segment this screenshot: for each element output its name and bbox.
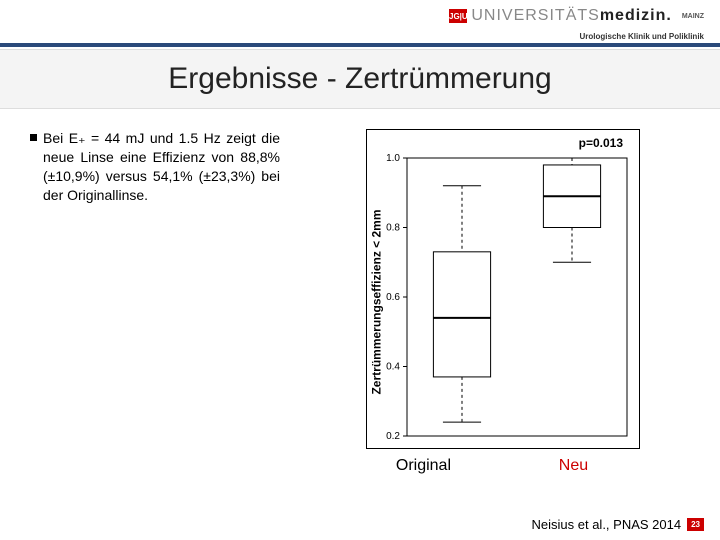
chart-ylabel: Zertrümmerungseffizienz < 2mm [370, 209, 384, 394]
bullet-icon [30, 134, 37, 141]
univ-medizin-logo: UNIVERSITÄTSmedizin. [471, 7, 671, 25]
svg-text:0.8: 0.8 [386, 223, 400, 234]
chart-pvalue: p=0.013 [373, 136, 633, 152]
chart-xlabels: Original Neu [342, 457, 642, 475]
mainz-seal: MAINZ [682, 13, 704, 20]
svg-text:0.4: 0.4 [386, 362, 400, 373]
clinic-name: Urologische Klinik und Poliklinik [0, 32, 720, 43]
xlabel-neu: Neu [559, 457, 588, 475]
jgu-logo: JG|U [449, 9, 467, 23]
chart-frame: p=0.013 0.2 0.4 0.6 0.8 1.0 [366, 129, 640, 449]
page-number: 23 [687, 518, 704, 531]
xlabel-original: Original [396, 457, 451, 475]
page-title: Ergebnisse - Zertrümmerung [24, 62, 696, 96]
svg-text:0.6: 0.6 [386, 292, 400, 303]
citation: Neisius et al., PNAS 2014 [532, 517, 682, 532]
boxplot-chart: 0.2 0.4 0.6 0.8 1.0 [373, 152, 633, 442]
svg-text:1.0: 1.0 [386, 153, 400, 164]
divider-bar [0, 43, 720, 47]
body-text: Bei E₊ = 44 mJ und 1.5 Hz zeigt die neue… [43, 129, 280, 205]
svg-text:0.2: 0.2 [386, 431, 400, 442]
